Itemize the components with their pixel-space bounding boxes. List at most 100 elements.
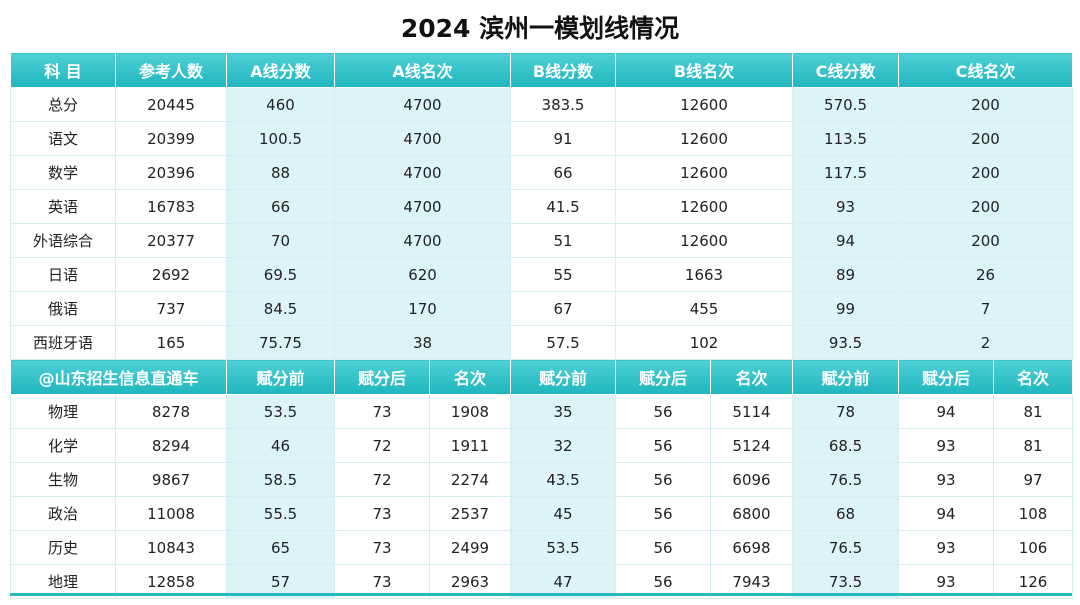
subject-cell: 俄语 bbox=[10, 291, 116, 326]
value-cell: 65 bbox=[226, 530, 335, 565]
page-title: 2024 滨州一模划线情况 bbox=[400, 14, 680, 43]
value-cell: 108 bbox=[993, 496, 1074, 531]
column-header: 科 目 bbox=[10, 52, 116, 88]
subject-cell: 历史 bbox=[10, 530, 116, 565]
table-row: 外语综合 20377 70 4700 51 12600 94 200 bbox=[10, 223, 1074, 258]
value-cell: 11008 bbox=[115, 496, 227, 531]
value-cell: 35 bbox=[510, 394, 617, 429]
value-cell: 620 bbox=[333, 257, 512, 292]
value-cell: 73 bbox=[334, 496, 430, 531]
value-cell: 32 bbox=[510, 428, 617, 463]
value-cell: 2692 bbox=[115, 257, 227, 292]
value-cell: 70 bbox=[226, 223, 335, 258]
cutoff-table: 科 目参考人数 A线分数 A线名次 B线分数 B线名次 C线分数 C线名次 总分 20445 46… bbox=[10, 52, 1074, 599]
subject-cell: 总分 bbox=[10, 87, 116, 122]
value-cell: 20396 bbox=[115, 155, 227, 190]
value-cell: 6698 bbox=[710, 530, 794, 565]
value-cell: 94 bbox=[898, 394, 995, 429]
value-cell: 76.5 bbox=[792, 530, 900, 565]
value-cell: 56 bbox=[615, 462, 712, 497]
value-cell: 66 bbox=[510, 155, 617, 190]
value-cell: 53.5 bbox=[226, 394, 335, 429]
value-cell: 200 bbox=[898, 155, 1074, 190]
value-cell: 93 bbox=[792, 189, 900, 224]
subject-cell: 外语综合 bbox=[10, 223, 116, 258]
column-header: 名次 bbox=[428, 359, 512, 395]
value-cell: 57.5 bbox=[510, 325, 617, 360]
value-cell: 41.5 bbox=[510, 189, 617, 224]
column-header: 赋分后 bbox=[334, 359, 430, 395]
value-cell: 8278 bbox=[115, 394, 227, 429]
value-cell: 81 bbox=[993, 394, 1074, 429]
value-cell: 6800 bbox=[710, 496, 794, 531]
table-row: 语文 20399 100.5 4700 91 12600 113.5 200 bbox=[10, 121, 1074, 156]
value-cell: 6096 bbox=[710, 462, 794, 497]
value-cell: 69.5 bbox=[226, 257, 335, 292]
value-cell: 93 bbox=[898, 530, 995, 565]
subject-cell: 语文 bbox=[10, 121, 116, 156]
value-cell: 200 bbox=[898, 223, 1074, 258]
column-header: 赋分后 bbox=[615, 359, 712, 395]
value-cell: 93.5 bbox=[792, 325, 900, 360]
value-cell: 91 bbox=[510, 121, 617, 156]
value-cell: 4700 bbox=[333, 223, 512, 258]
subject-cell: 化学 bbox=[10, 428, 116, 463]
column-header: 赋分前 bbox=[792, 359, 900, 395]
table-row: 日语 2692 69.5 620 55 1663 89 26 bbox=[10, 257, 1074, 292]
bottom-rule bbox=[10, 593, 1072, 596]
value-cell: 55 bbox=[510, 257, 617, 292]
subject-cell: 西班牙语 bbox=[10, 325, 116, 360]
value-cell: 67 bbox=[510, 291, 617, 326]
value-cell: 2537 bbox=[428, 496, 512, 531]
value-cell: 12600 bbox=[615, 87, 794, 122]
column-header: A线名次 bbox=[333, 52, 512, 88]
value-cell: 94 bbox=[792, 223, 900, 258]
header-row-subjects: @山东招生信息直通车 赋分前 赋分后 名次 赋分前 赋分后 名次 赋分前 赋分后 名次 bbox=[10, 359, 1074, 395]
column-header: 名次 bbox=[710, 359, 794, 395]
column-header: 名次 bbox=[993, 359, 1074, 395]
value-cell: 200 bbox=[898, 189, 1074, 224]
column-header: 赋分前 bbox=[510, 359, 617, 395]
value-cell: 1908 bbox=[428, 394, 512, 429]
value-cell: 72 bbox=[334, 428, 430, 463]
value-cell: 200 bbox=[898, 87, 1074, 122]
value-cell: 97 bbox=[993, 462, 1074, 497]
value-cell: 51 bbox=[510, 223, 617, 258]
value-cell: 12600 bbox=[615, 121, 794, 156]
table-row: 数学 20396 88 4700 66 12600 117.5 200 bbox=[10, 155, 1074, 190]
value-cell: 89 bbox=[792, 257, 900, 292]
value-cell: 81 bbox=[993, 428, 1074, 463]
value-cell: 16783 bbox=[115, 189, 227, 224]
value-cell: 455 bbox=[615, 291, 794, 326]
value-cell: 20377 bbox=[115, 223, 227, 258]
value-cell: 170 bbox=[333, 291, 512, 326]
subject-cell: 生物 bbox=[10, 462, 116, 497]
value-cell: 165 bbox=[115, 325, 227, 360]
value-cell: 78 bbox=[792, 394, 900, 429]
value-cell: 68 bbox=[792, 496, 900, 531]
value-cell: 88 bbox=[226, 155, 335, 190]
value-cell: 102 bbox=[615, 325, 794, 360]
column-header: B线名次 bbox=[615, 52, 794, 88]
value-cell: 43.5 bbox=[510, 462, 617, 497]
value-cell: 58.5 bbox=[226, 462, 335, 497]
value-cell: 93 bbox=[898, 428, 995, 463]
value-cell: 12600 bbox=[615, 189, 794, 224]
value-cell: 117.5 bbox=[792, 155, 900, 190]
column-header: 赋分后 bbox=[898, 359, 995, 395]
value-cell: 56 bbox=[615, 394, 712, 429]
value-cell: 38 bbox=[333, 325, 512, 360]
value-cell: 75.75 bbox=[226, 325, 335, 360]
table-row: 英语 16783 66 4700 41.5 12600 93 200 bbox=[10, 189, 1074, 224]
watermark-header: @山东招生信息直通车 bbox=[10, 359, 227, 395]
value-cell: 100.5 bbox=[226, 121, 335, 156]
value-cell: 106 bbox=[993, 530, 1074, 565]
value-cell: 113.5 bbox=[792, 121, 900, 156]
column-header: C线名次 bbox=[898, 52, 1074, 88]
value-cell: 737 bbox=[115, 291, 227, 326]
value-cell: 4700 bbox=[333, 121, 512, 156]
value-cell: 4700 bbox=[333, 189, 512, 224]
value-cell: 20399 bbox=[115, 121, 227, 156]
value-cell: 68.5 bbox=[792, 428, 900, 463]
value-cell: 20445 bbox=[115, 87, 227, 122]
